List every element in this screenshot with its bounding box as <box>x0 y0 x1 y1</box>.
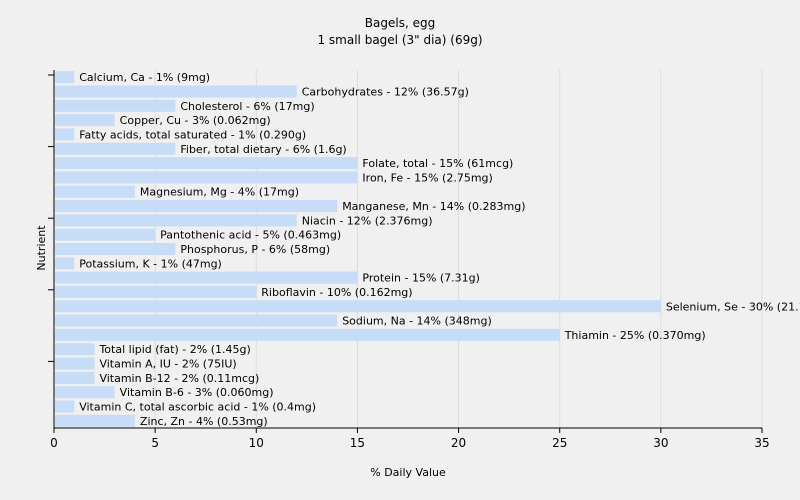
bar-label: Fiber, total dietary - 6% (1.6g) <box>180 143 346 156</box>
x-axis-title: % Daily Value <box>370 466 446 479</box>
bar <box>55 343 95 356</box>
bar <box>55 285 257 298</box>
bar <box>55 71 75 84</box>
bar-label: Calcium, Ca - 1% (9mg) <box>79 71 210 84</box>
bar-label: Folate, total - 15% (61mcg) <box>362 157 513 170</box>
axes <box>48 70 762 429</box>
bar-label: Vitamin B-12 - 2% (0.11mcg) <box>99 372 259 385</box>
bar-label: Riboflavin - 10% (0.162mg) <box>261 286 412 299</box>
x-tick-label: 35 <box>754 436 769 450</box>
chart-subtitle: 1 small bagel (3" dia) (69g) <box>317 33 483 47</box>
bar <box>55 157 358 170</box>
x-ticks: 0 5 10 15 20 25 30 35 <box>50 428 770 450</box>
bar <box>55 200 338 213</box>
bar <box>55 300 661 313</box>
x-tick-label: 30 <box>653 436 668 450</box>
bar-label: Fatty acids, total saturated - 1% (0.290… <box>79 128 306 141</box>
x-tick-label: 5 <box>151 436 159 450</box>
bar <box>55 328 560 341</box>
bar <box>55 171 358 184</box>
bar <box>55 357 95 370</box>
bar <box>55 114 115 127</box>
bar <box>55 242 176 256</box>
bar <box>55 386 115 399</box>
bar-label: Carbohydrates - 12% (36.57g) <box>302 85 469 98</box>
bar-label: Protein - 15% (7.31g) <box>362 272 480 285</box>
bar <box>55 214 297 227</box>
bar-label: Zinc, Zn - 4% (0.53mg) <box>140 415 268 428</box>
bar <box>55 371 95 384</box>
x-tick-label: 20 <box>451 436 466 450</box>
bar-label: Pantothenic acid - 5% (0.463mg) <box>160 229 341 242</box>
chart-title: Bagels, egg <box>364 16 436 30</box>
gridlines <box>154 70 763 428</box>
bar <box>55 142 176 155</box>
x-tick-label: 0 <box>50 436 58 450</box>
bar <box>55 257 75 270</box>
bar-label: Sodium, Na - 14% (348mg) <box>342 315 492 328</box>
bar <box>55 314 338 327</box>
bar-label: Potassium, K - 1% (47mg) <box>79 257 222 270</box>
bar-label: Copper, Cu - 3% (0.062mg) <box>120 114 271 127</box>
bar-label: Thiamin - 25% (0.370mg) <box>564 329 706 342</box>
x-tick-label: 10 <box>249 436 264 450</box>
bar <box>55 85 297 98</box>
bar <box>55 228 156 241</box>
y-axis-title: Nutrient <box>35 225 48 271</box>
bar-label: Vitamin C, total ascorbic acid - 1% (0.4… <box>79 401 316 414</box>
bar-label: Total lipid (fat) - 2% (1.45g) <box>98 343 250 356</box>
bar-label: Iron, Fe - 15% (2.75mg) <box>362 171 492 184</box>
bar-label: Vitamin A, IU - 2% (75IU) <box>99 358 236 371</box>
bar-label: Niacin - 12% (2.376mg) <box>302 214 433 227</box>
bar-label: Cholesterol - 6% (17mg) <box>180 100 314 113</box>
bar-label: Phosphorus, P - 6% (58mg) <box>180 243 330 256</box>
bar <box>55 400 75 413</box>
bar <box>55 99 176 112</box>
bar <box>55 414 135 427</box>
bar <box>55 271 358 284</box>
bars: Calcium, Ca - 1% (9mg) Carbohydrates - 12… <box>55 71 800 428</box>
bar <box>55 185 135 198</box>
bar-label: Manganese, Mn - 14% (0.283mg) <box>342 200 525 213</box>
bar-label: Magnesium, Mg - 4% (17mg) <box>140 186 299 199</box>
x-tick-label: 15 <box>350 436 365 450</box>
x-tick-label: 25 <box>552 436 567 450</box>
bar-label: Vitamin B-6 - 3% (0.060mg) <box>120 386 274 399</box>
bar-label: Selenium, Se - 30% (21.1mcg) <box>666 300 800 313</box>
bar <box>55 128 75 141</box>
